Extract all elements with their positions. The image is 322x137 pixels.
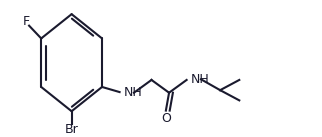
Text: NH: NH [190, 73, 209, 86]
Text: NH: NH [123, 86, 142, 99]
Text: Br: Br [65, 123, 79, 136]
Text: O: O [161, 112, 171, 125]
Text: F: F [22, 15, 29, 28]
